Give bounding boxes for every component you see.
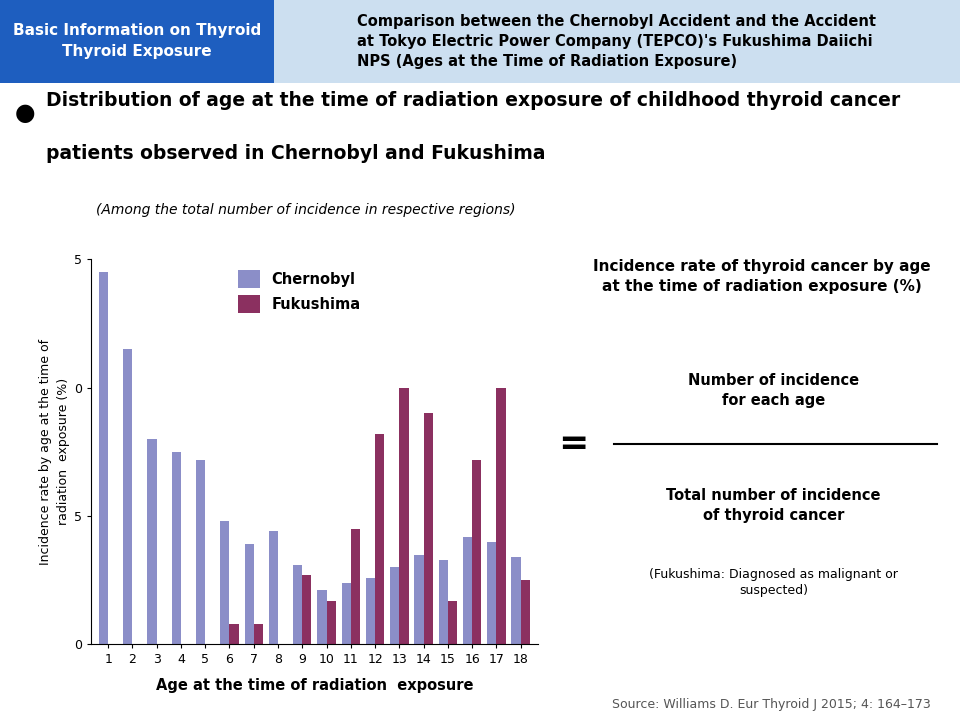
Bar (302, 575, 311, 644)
Bar (220, 521, 229, 644)
Bar (512, 557, 520, 644)
Text: Number of incidence
for each age: Number of incidence for each age (688, 373, 859, 408)
Text: (Among the total number of incidence in respective regions): (Among the total number of incidence in … (96, 203, 516, 217)
Bar (472, 459, 481, 644)
Y-axis label: Incidence rate by age at the time of
radiation  exposure (%): Incidence rate by age at the time of rad… (39, 338, 70, 565)
Text: ●: ● (14, 101, 35, 125)
Bar (342, 582, 350, 644)
Bar (366, 577, 375, 644)
Bar (269, 531, 278, 644)
Bar (520, 580, 530, 644)
Legend: Chernobyl, Fukushima: Chernobyl, Fukushima (238, 270, 361, 313)
Bar (415, 554, 423, 644)
Text: Source: Williams D. Eur Thyroid J 2015; 4: 164–173: Source: Williams D. Eur Thyroid J 2015; … (612, 698, 931, 711)
Bar (390, 567, 399, 644)
Bar (148, 439, 156, 644)
Bar (229, 624, 239, 644)
Bar (99, 272, 108, 644)
Bar (172, 452, 181, 644)
Text: Basic Information on Thyroid
Thyroid Exposure: Basic Information on Thyroid Thyroid Exp… (12, 23, 261, 59)
Bar (487, 541, 496, 644)
Bar (447, 600, 457, 644)
Bar (375, 434, 384, 644)
Text: patients observed in Chernobyl and Fukushima: patients observed in Chernobyl and Fukus… (46, 144, 545, 163)
Bar (399, 387, 409, 644)
Text: =: = (559, 427, 588, 461)
Bar (350, 528, 360, 644)
Bar (245, 544, 253, 644)
Bar (293, 564, 302, 644)
Bar (123, 349, 132, 644)
Text: (Fukushima: Diagnosed as malignant or
suspected): (Fukushima: Diagnosed as malignant or su… (649, 568, 898, 598)
Text: Incidence rate of thyroid cancer by age
at the time of radiation exposure (%): Incidence rate of thyroid cancer by age … (592, 259, 930, 294)
Bar (439, 559, 447, 644)
Bar (463, 536, 472, 644)
Text: Distribution of age at the time of radiation exposure of childhood thyroid cance: Distribution of age at the time of radia… (46, 91, 900, 109)
Bar (196, 459, 205, 644)
Text: Comparison between the Chernobyl Accident and the Accident
at Tokyo Electric Pow: Comparison between the Chernobyl Acciden… (357, 14, 876, 68)
Bar (253, 624, 263, 644)
Bar (496, 387, 506, 644)
Bar (423, 413, 433, 644)
Text: Total number of incidence
of thyroid cancer: Total number of incidence of thyroid can… (666, 488, 880, 523)
X-axis label: Age at the time of radiation  exposure: Age at the time of radiation exposure (156, 678, 473, 693)
Bar (318, 590, 326, 644)
Bar (326, 600, 336, 644)
